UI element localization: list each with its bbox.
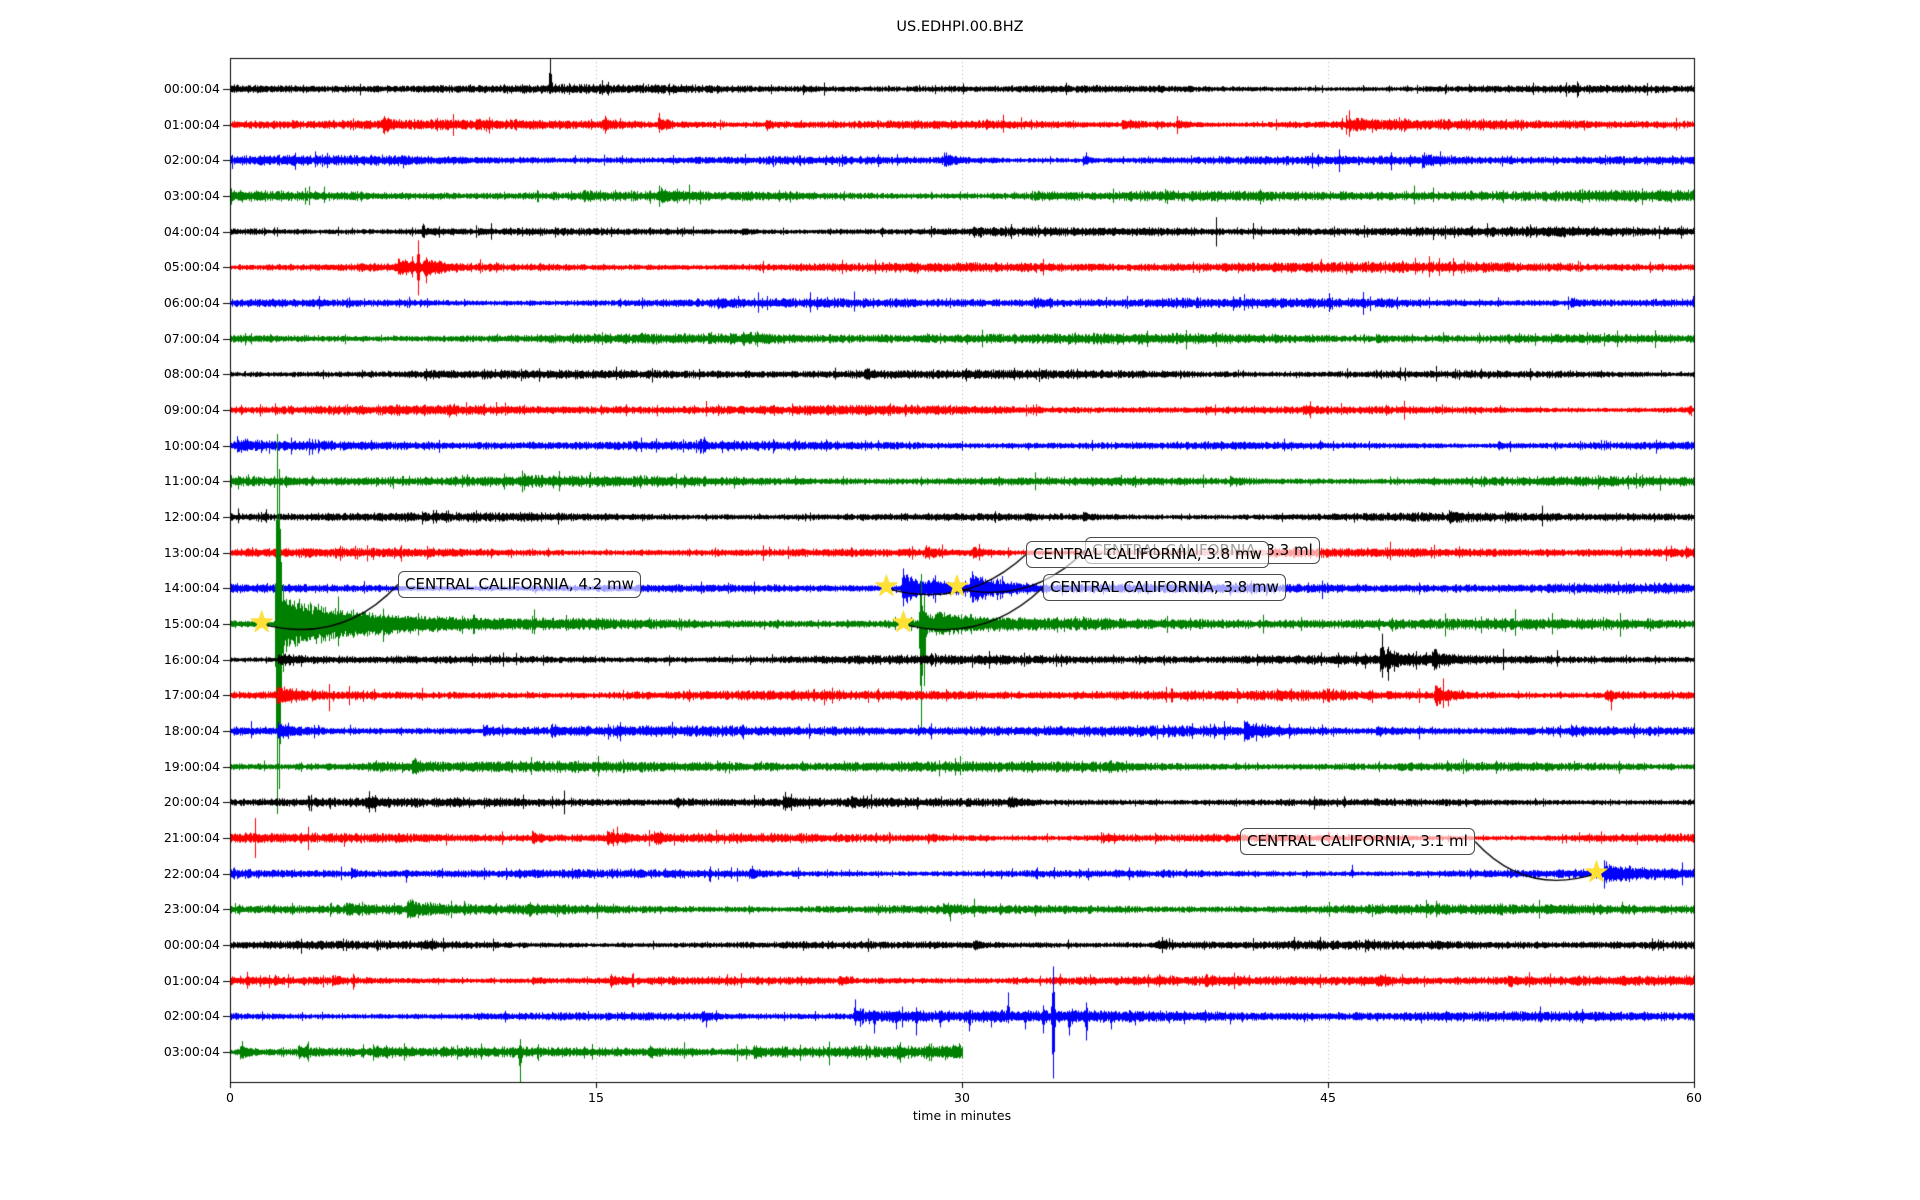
row-time-label: 06:00:04 — [163, 295, 220, 311]
row-time-label: 13:00:04 — [163, 544, 220, 560]
event-star-icon: ★ — [943, 569, 971, 605]
event-annotation-label: CENTRAL CALIFORNIA, 4.2 mw — [398, 571, 641, 598]
event-annotation-label: CENTRAL CALIFORNIA, 3.1 ml — [1240, 828, 1475, 855]
row-time-label: 02:00:04 — [163, 1008, 220, 1024]
row-time-label: 14:00:04 — [163, 580, 220, 596]
x-tick-label: 45 — [1320, 1090, 1336, 1105]
row-time-label: 22:00:04 — [163, 865, 220, 881]
row-time-label: 00:00:04 — [163, 81, 220, 96]
row-time-label: 07:00:04 — [163, 330, 220, 346]
row-time-label: 11:00:04 — [163, 473, 220, 489]
x-tick-label: 0 — [226, 1090, 234, 1105]
row-time-label: 23:00:04 — [163, 901, 220, 917]
row-time-label: 21:00:04 — [163, 830, 220, 846]
event-star-icon: ★ — [1582, 854, 1610, 890]
row-time-label: 04:00:04 — [163, 223, 220, 239]
row-time-label: 00:00:04 — [163, 937, 220, 953]
row-time-label: 10:00:04 — [163, 437, 220, 453]
plot-title: US.EDHPI.00.BHZ — [896, 19, 1024, 35]
row-time-label: 18:00:04 — [163, 723, 220, 739]
row-time-label: 03:00:04 — [163, 1044, 220, 1060]
x-axis-label: time in minutes — [912, 1108, 1012, 1123]
row-time-label: 05:00:04 — [163, 259, 220, 275]
row-time-label: 02:00:04 — [163, 152, 220, 168]
event-star-icon: ★ — [889, 604, 917, 640]
row-time-label: 01:00:04 — [163, 972, 220, 988]
event-star-icon: ★ — [248, 604, 276, 640]
row-time-label: 12:00:04 — [163, 509, 220, 525]
row-time-label: 08:00:04 — [163, 366, 220, 382]
row-time-label: 15:00:04 — [163, 616, 220, 632]
event-annotation-label: CENTRAL CALIFORNIA, 3.8 mw — [1043, 574, 1286, 601]
x-tick-label: 30 — [954, 1090, 970, 1105]
row-time-label: 01:00:04 — [163, 116, 220, 132]
row-time-label: 03:00:04 — [163, 188, 220, 203]
x-tick-label: 15 — [588, 1090, 604, 1105]
row-time-label: 16:00:04 — [163, 651, 220, 667]
x-tick-label: 60 — [1686, 1090, 1702, 1105]
row-time-label: 20:00:04 — [163, 794, 220, 810]
row-time-label: 19:00:04 — [163, 758, 220, 774]
row-time-label: 09:00:04 — [163, 402, 220, 418]
row-time-label: 17:00:04 — [163, 687, 220, 703]
event-star-icon: ★ — [872, 569, 900, 605]
event-annotation-label: CENTRAL CALIFORNIA, 3.8 mw — [1026, 541, 1269, 568]
